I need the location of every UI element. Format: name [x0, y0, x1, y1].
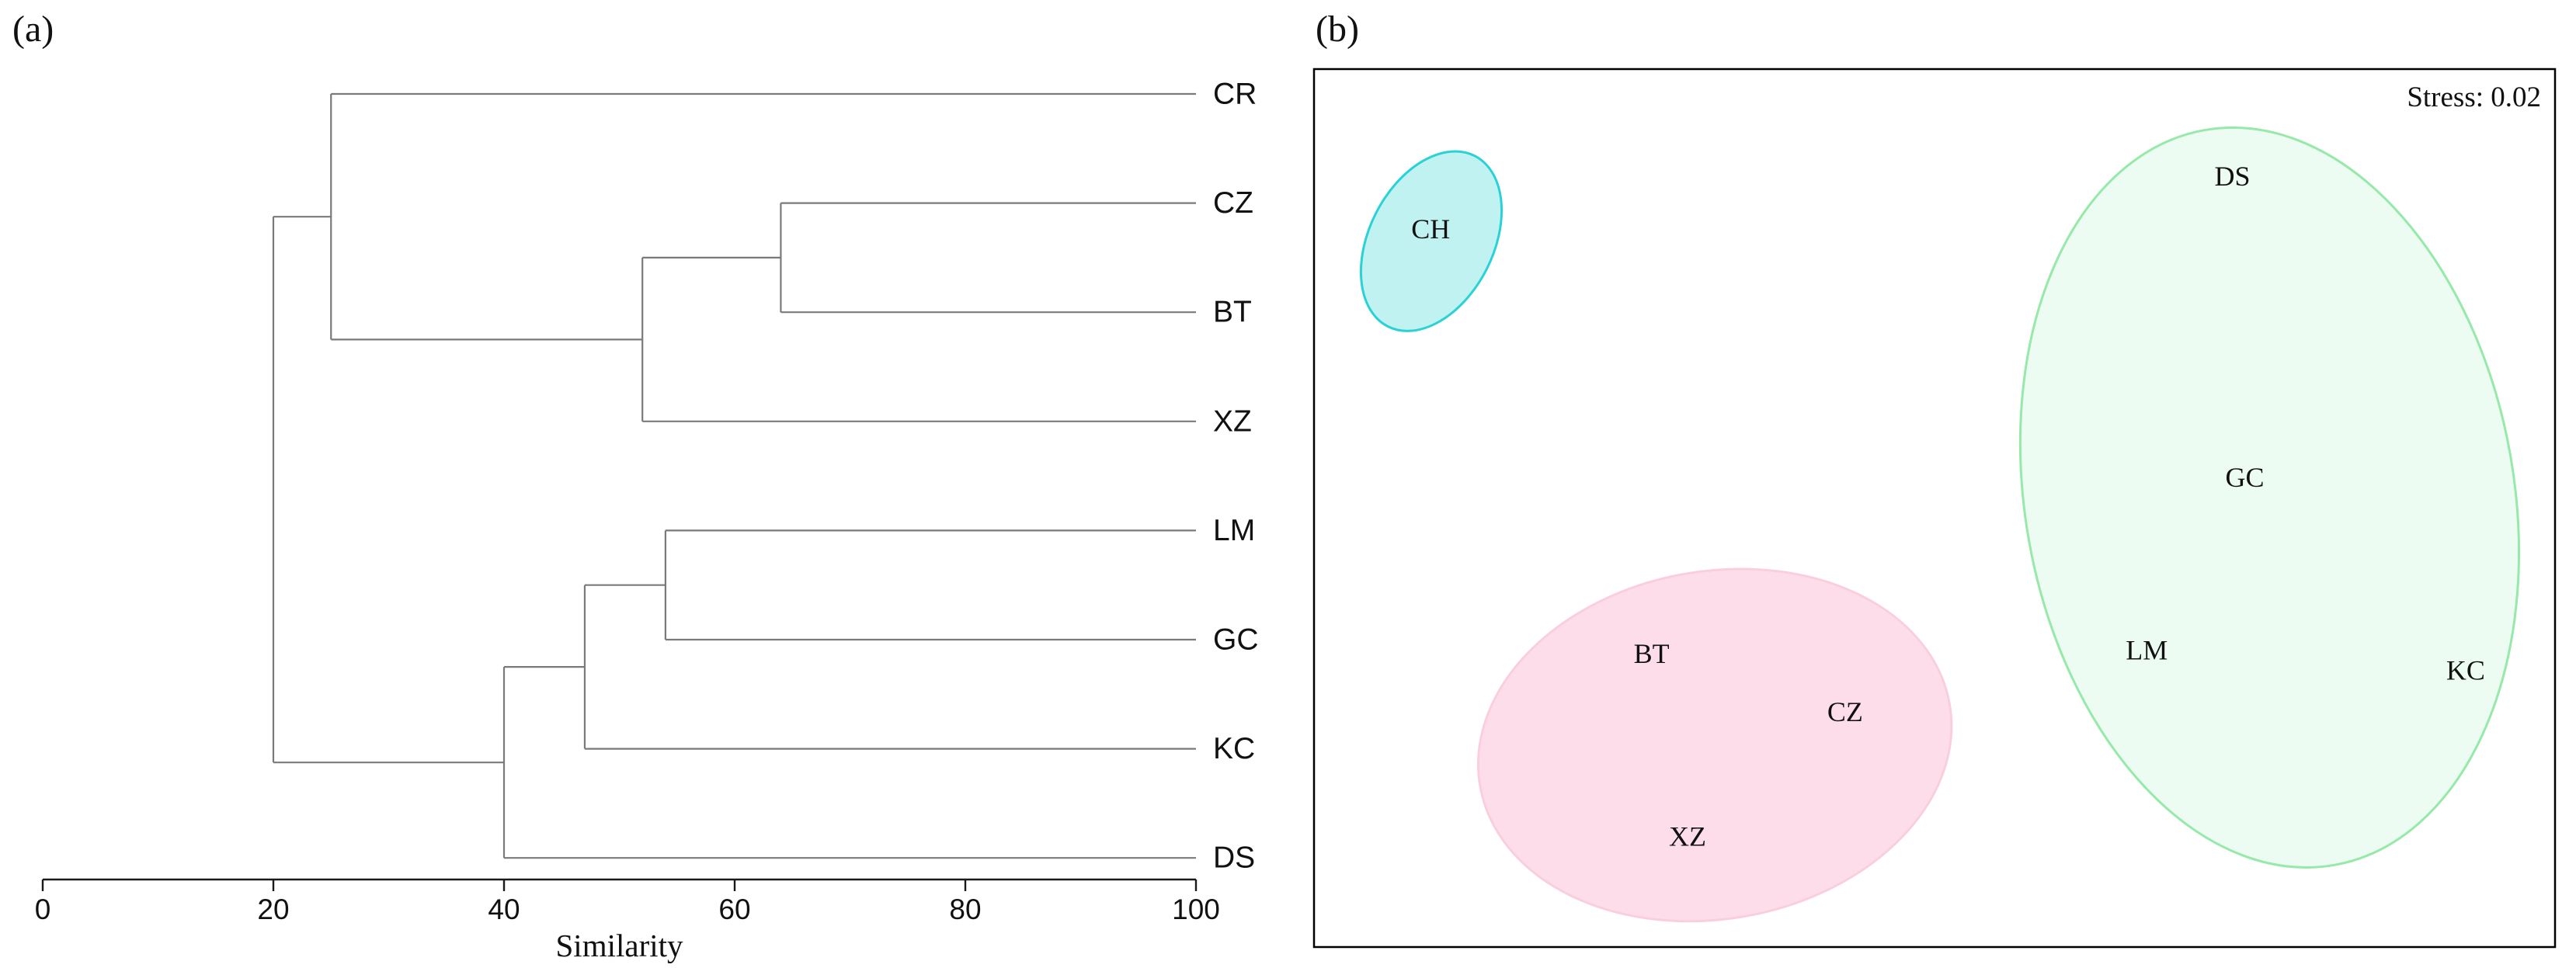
x-axis-tick-label: 40 [488, 893, 520, 925]
nmds-group-ellipse-CH [1359, 150, 1504, 332]
dendrogram-leaf-label-XZ: XZ [1213, 404, 1252, 438]
dendrogram-leaf-label-CR: CR [1213, 78, 1257, 111]
nmds-group-ellipse-DS-GC-LM-KC [2018, 126, 2521, 869]
dendrogram-axis [41, 878, 1198, 891]
nmds-point-label-LM: LM [2126, 635, 2168, 666]
panel-b-label: (b) [1316, 9, 1359, 50]
nmds-stress-annotation: Stress: 0.02 [2407, 82, 2541, 113]
dendrogram-leaf-label-KC: KC [1213, 732, 1255, 765]
dendrogram-chart: CR CZ BT XZ LM GC KC DS 0 20 40 60 80 100 Similarity [35, 78, 1259, 964]
nmds-group-ellipse-BT-CZ-XZ [1477, 567, 1953, 923]
x-axis-tick-label: 100 [1172, 893, 1220, 925]
x-axis-tick-label: 0 [35, 893, 51, 925]
nmds-point-label-BT: BT [1634, 638, 1670, 669]
dendrogram-tree [272, 92, 1196, 859]
x-axis-tick-label: 20 [257, 893, 289, 925]
x-axis-tick-label: 60 [718, 893, 750, 925]
dendrogram-leaf-label-BT: BT [1213, 296, 1252, 329]
nmds-point-label-CH: CH [1411, 213, 1450, 245]
dendrogram-leaf-label-GC: GC [1213, 623, 1259, 657]
nmds-point-label-KC: KC [2446, 655, 2485, 686]
x-axis-title: Similarity [556, 928, 684, 963]
x-axis-tick-label: 80 [949, 893, 981, 925]
dendrogram-leaf-label-LM: LM [1213, 514, 1255, 547]
nmds-point-label-GC: GC [2225, 462, 2264, 493]
dendrogram-leaf-label-CZ: CZ [1213, 186, 1253, 220]
nmds-point-label-CZ: CZ [1827, 696, 1863, 727]
nmds-point-label-DS: DS [2215, 161, 2251, 192]
panel-a-label: (a) [12, 9, 54, 50]
nmds-chart: CH DS GC LM KC BT CZ XZ Stress: 0.02 [1312, 68, 2557, 949]
dendrogram-leaf-label-DS: DS [1213, 841, 1255, 875]
nmds-point-label-XZ: XZ [1669, 821, 1706, 852]
